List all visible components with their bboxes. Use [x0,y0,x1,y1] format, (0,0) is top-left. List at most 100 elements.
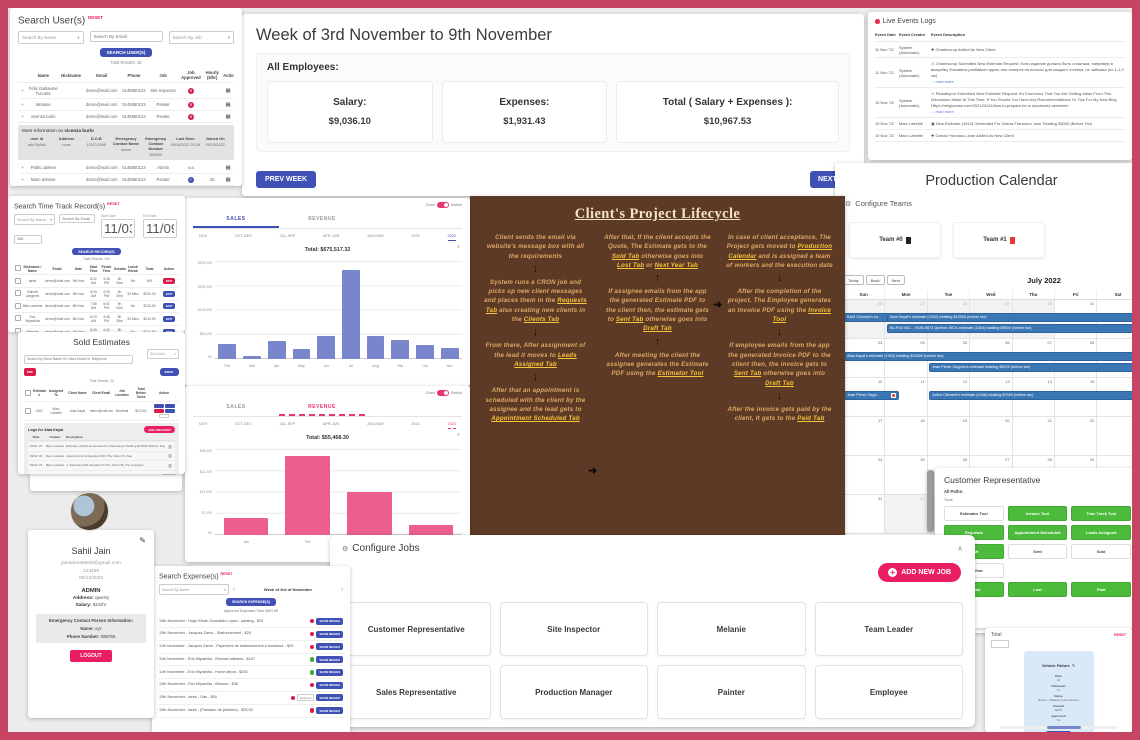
calendar-cell[interactable]: 01 [885,495,928,534]
calendar-cell[interactable]: 18 [885,417,928,456]
prev-week-icon[interactable]: ‹ [233,586,235,593]
table-row[interactable]: Eric Miyashita demo@mail.com 8th Nov 8:10 … [14,313,179,326]
path-button[interactable]: Appointment Scheduled [1007,525,1068,540]
period-tab[interactable]: JUL-SEP [279,234,296,238]
next-week-icon[interactable]: › [341,586,343,593]
approve-button[interactable]: APPROVE [1046,730,1071,732]
collapse-icon[interactable]: ∧ [957,544,963,553]
row-checkbox[interactable] [15,315,21,322]
search-expenses-button[interactable]: SEARCH EXPENSE(S) [226,598,276,607]
table-row[interactable]: + Marc-antoine demo@mail.com 5145550123 P… [18,174,234,186]
calendar-back-button[interactable]: Back [865,275,885,285]
tab-revenue[interactable]: REVENUE [279,400,365,416]
path-button[interactable]: Paid [1071,582,1131,597]
calendar-cell[interactable]: 21 [1012,417,1055,456]
actions-icon[interactable]: ▦ [225,164,231,171]
calendar-cell[interactable]: 19 [927,417,971,456]
period-tab[interactable]: OCT-DEC [234,234,252,238]
email-button[interactable] [164,404,175,408]
tab-sales[interactable]: SALES [226,404,246,410]
scrollbar[interactable] [927,470,934,532]
edit-button[interactable]: EDIT [162,303,176,310]
edit-button[interactable]: EDIT [162,278,176,285]
estimates-search-input[interactable] [24,354,133,364]
show-images-button[interactable]: SHOW IMAGES [316,617,343,625]
view-button[interactable] [153,404,164,408]
calendar-event[interactable]: Bo-Fix3 INC. - 9436-9873 Quebec INC's es… [887,324,1139,333]
edit-profile-icon[interactable]: ✎ [139,536,146,545]
search-by-email-input[interactable] [89,31,163,43]
table-row[interactable]: + vicenza burlo demo@mail.com 5145550123 … [18,111,234,124]
period-tab[interactable]: JAN-MAR [366,234,384,238]
job-card[interactable]: Painter [657,665,806,719]
chart-menu-icon[interactable]: ≡ [457,432,460,438]
job-card[interactable]: Employee [814,665,963,719]
show-images-button[interactable]: SHOW IMAGES [316,643,343,651]
edit-button[interactable] [164,409,175,413]
add-job-event-button[interactable]: ADD JOB EVENT [144,426,175,433]
period-tab[interactable]: NOV [199,422,208,426]
reset-link[interactable]: RESET [106,202,120,206]
start-date-input[interactable] [101,219,135,239]
calendar-event[interactable]: Alaa Kayal's estimate (1302) totalling $… [844,352,1139,361]
path-button[interactable]: Sent [1007,544,1068,559]
edit-icon[interactable]: ✎ [1071,663,1076,668]
show-images-button[interactable]: SHOW IMAGES [316,656,343,664]
period-tab[interactable]: JUL-SEP [279,422,296,426]
period-tab[interactable]: JAN-MAR [366,422,384,426]
chart-menu-icon[interactable]: ≡ [457,244,460,250]
job-card[interactable]: Production Manager [499,665,648,719]
calendar-next-button[interactable]: Next [886,275,905,285]
period-tab[interactable]: 2022 [447,234,456,241]
search-by-email-input[interactable] [59,214,95,224]
edit-button[interactable]: EDIT [162,290,176,297]
calendar-cell[interactable]: 20 [970,417,1013,456]
show-images-button[interactable]: SHOW IMAGES [316,694,343,702]
edit-button[interactable]: EDIT [162,328,176,332]
period-tab[interactable]: APR-JUN [322,234,340,238]
calendar-cell[interactable]: 17 [843,417,886,456]
actions-icon[interactable]: ▦ [225,176,231,183]
search-by-name-select[interactable]: Search By Name ▾ [18,31,84,45]
search-by-name-select[interactable]: Search By Name ▾ [159,584,229,596]
path-button[interactable]: Leads Assigned [1071,525,1131,540]
reset-link[interactable]: RESET [1114,633,1126,637]
reset-link[interactable]: RESET [88,15,104,20]
sort-order-select[interactable]: Sort Order ▾ [147,349,179,359]
period-tab[interactable]: 2021 [411,234,420,238]
select-all-checkbox[interactable] [25,389,31,396]
team-card[interactable]: Team #1 [953,222,1045,258]
pdf-export-button[interactable]: PDF [24,368,36,376]
path-button[interactable]: Time Track Tool [1071,506,1131,521]
tab-sales[interactable]: SALES [193,212,279,228]
period-tab[interactable]: OCT-DEC [234,422,252,426]
actions-icon[interactable]: ▦ [225,87,231,94]
show-images-button[interactable]: SHOW IMAGES [316,630,343,638]
tab-revenue[interactable]: REVENUE [308,216,336,222]
search-users-button[interactable]: SEARCH USER(S) [99,48,153,58]
calendar-event[interactable]: Julien Clément's estimate (1346) totalli… [929,391,1139,400]
path-button[interactable]: Estimator Tool [944,506,1004,521]
horizontal-scrollbar[interactable] [999,726,1118,729]
trash-icon[interactable]: ▥ [168,453,172,459]
path-button[interactable]: Sold [1071,544,1131,559]
actions-icon[interactable]: ▦ [225,113,231,120]
row-checkbox[interactable] [15,328,21,332]
search-by-job-select[interactable]: Search By Job ▾ [168,31,234,45]
end-date-input[interactable] [143,219,177,239]
row-checkbox[interactable] [15,302,21,309]
calendar-cell[interactable]: 11 [885,378,928,417]
reset-link[interactable]: RESET [220,572,233,576]
chart-type-toggle[interactable]: Chart Switch [426,390,462,396]
per-page-input[interactable] [14,234,42,244]
period-tab[interactable]: APR-JUN [322,422,340,426]
filter-chip[interactable] [991,640,1009,648]
row-checkbox[interactable] [15,277,21,284]
job-card[interactable]: Sales Representative [342,665,491,719]
expand-icon[interactable]: + [21,114,24,120]
period-tab[interactable]: 2022 [447,422,456,429]
edit-button[interactable]: EDIT [162,315,176,322]
job-card[interactable]: Site Inspector [499,602,648,656]
job-card[interactable]: Customer Representative [342,602,491,656]
